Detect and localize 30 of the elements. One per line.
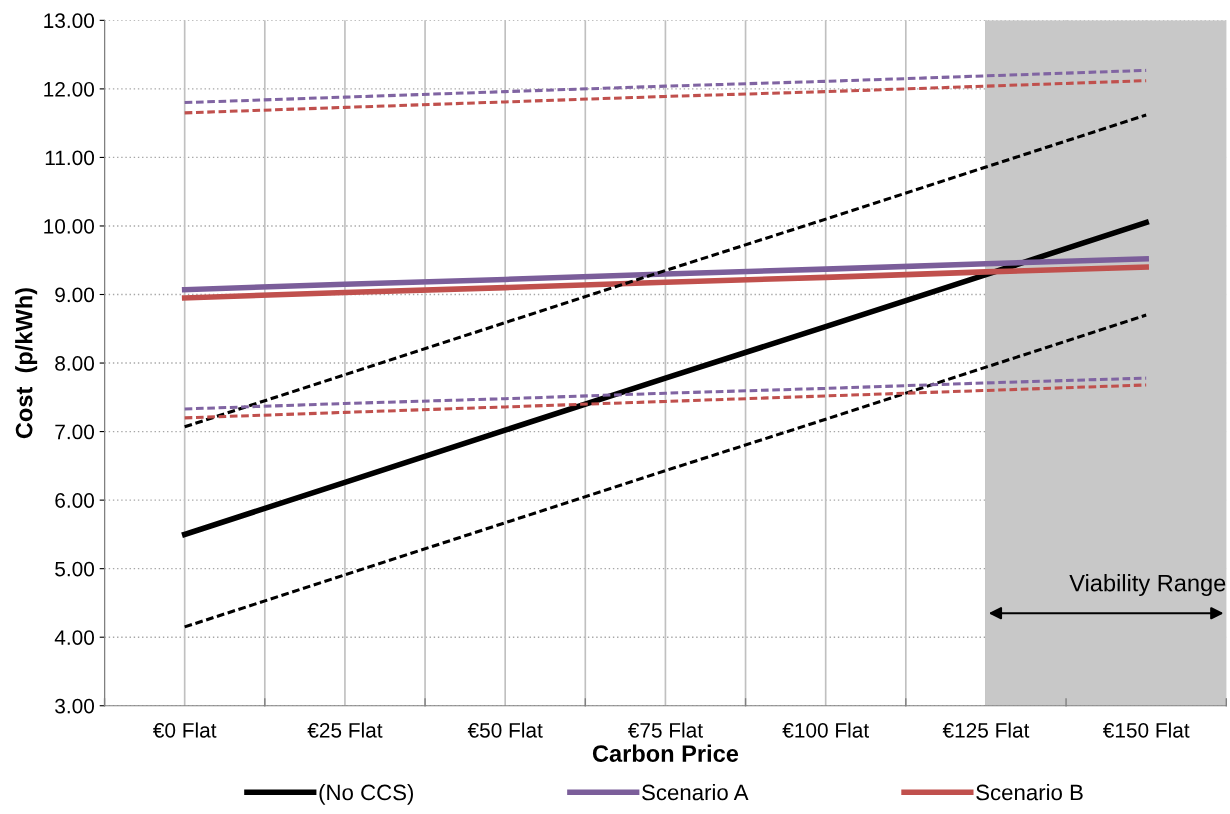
y-tick-label: 6.00 [55,493,95,508]
line-series [183,313,1148,629]
x-tick-label: €75 Flat [627,722,703,738]
band-label: Viability Range [1069,574,1226,597]
y-tick-label: 3.00 [55,698,95,714]
line-series [183,383,1148,420]
y-tick-label: 10.00 [44,218,95,234]
y-axis-title: Cost (p/kWh) [15,288,38,439]
legend-label: Scenario A [642,784,749,801]
y-tick-label: 8.00 [55,356,95,371]
y-tick-label: 13.00 [44,13,95,29]
x-axis-title: Carbon Price [592,744,739,762]
line-series [183,79,1148,115]
legend-label: (No CCS) [319,784,413,805]
line-series [183,68,1148,105]
y-tick-label: 5.00 [55,561,95,577]
x-tick-label: €0 Flat [153,722,217,738]
x-tick-label: €25 Flat [307,722,383,738]
legend-label: Scenario B [976,784,1083,801]
y-tick-label: 4.00 [54,630,95,645]
x-tick-label: €100 Flat [782,722,869,738]
line-series [183,113,1148,429]
y-tick-label: 7.00 [55,424,95,440]
x-tick-label: €125 Flat [942,722,1030,738]
x-tick-label: €50 Flat [467,722,543,738]
line-series [183,376,1148,411]
x-tick-label: €150 Flat [1102,722,1190,738]
y-tick-label: 11.00 [45,150,95,166]
y-tick-label: 9.00 [55,287,95,303]
y-tick-label: 12.00 [44,81,95,97]
